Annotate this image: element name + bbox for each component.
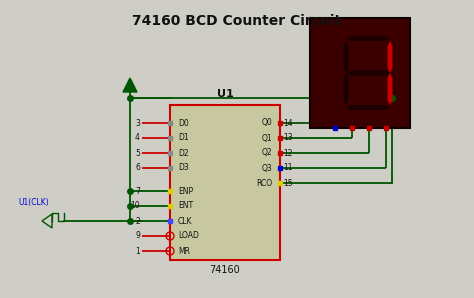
Text: 1: 1	[135, 246, 140, 255]
Bar	[310, 18, 410, 128]
Polygon shape	[346, 71, 390, 75]
Text: U1(CLK): U1(CLK)	[18, 198, 49, 207]
Text: D2: D2	[178, 148, 189, 158]
Text: Q1: Q1	[261, 134, 272, 142]
Text: Q0: Q0	[261, 119, 272, 128]
Text: Q2: Q2	[261, 148, 272, 158]
Text: 3: 3	[135, 119, 140, 128]
Text: 13: 13	[283, 134, 292, 142]
Text: 74160: 74160	[210, 265, 240, 275]
Text: 12: 12	[283, 148, 292, 158]
Text: 2: 2	[135, 217, 140, 226]
Text: U1: U1	[217, 89, 233, 99]
Text: 15: 15	[283, 179, 292, 187]
Text: ENP: ENP	[178, 187, 193, 195]
Text: 5: 5	[135, 148, 140, 158]
Text: LOAD: LOAD	[178, 232, 199, 240]
Polygon shape	[123, 78, 137, 92]
Text: 4: 4	[135, 134, 140, 142]
Text: 14: 14	[283, 119, 292, 128]
Text: RCO: RCO	[256, 179, 272, 187]
Text: CLK: CLK	[178, 217, 192, 226]
Text: 7: 7	[135, 187, 140, 195]
Polygon shape	[344, 73, 348, 105]
Text: 10: 10	[130, 201, 140, 210]
Polygon shape	[344, 41, 348, 73]
Polygon shape	[346, 36, 390, 41]
Text: MR: MR	[178, 246, 190, 255]
Text: 74160 BCD Counter Circuit: 74160 BCD Counter Circuit	[132, 14, 342, 28]
Text: 9: 9	[135, 232, 140, 240]
Text: 11: 11	[283, 164, 292, 173]
Text: Q3: Q3	[261, 164, 272, 173]
Polygon shape	[388, 41, 392, 73]
Bar	[170, 105, 280, 260]
Polygon shape	[346, 105, 390, 110]
Text: D1: D1	[178, 134, 189, 142]
Text: D3: D3	[178, 164, 189, 173]
Text: ENT: ENT	[178, 201, 193, 210]
Text: 6: 6	[135, 164, 140, 173]
Polygon shape	[388, 73, 392, 105]
Text: D0: D0	[178, 119, 189, 128]
